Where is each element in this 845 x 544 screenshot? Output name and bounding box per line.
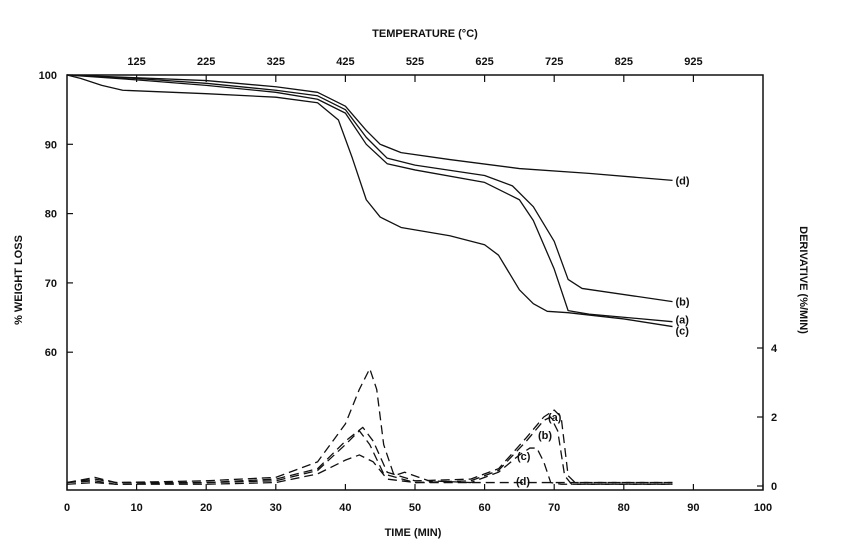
x2-tick-label: 725 <box>545 56 563 68</box>
weight-series-label: (a) <box>676 315 690 327</box>
x2-tick-label: 625 <box>475 56 493 68</box>
weight-line-c <box>66 74 673 328</box>
x2-tick-label: 825 <box>615 56 633 68</box>
y-tick-label: 80 <box>45 209 57 221</box>
y2-tick-label: 4 <box>771 343 778 355</box>
weight-line-b <box>66 74 673 303</box>
weight-series-label: (c) <box>676 326 690 338</box>
x2-tick-label: 125 <box>127 56 145 68</box>
x-tick-label: 100 <box>754 502 772 514</box>
derivative-series-label: (b) <box>538 430 552 442</box>
derivative-line-b <box>66 416 673 485</box>
x2-tick-label: 225 <box>197 56 215 68</box>
x-tick-label: 90 <box>687 502 699 514</box>
x2-tick-label: 525 <box>406 56 424 68</box>
y2-axis-title: DERIVATIVE (%/MIN) <box>797 226 809 334</box>
derivative-line-a <box>66 409 673 484</box>
x-tick-label: 0 <box>64 502 70 514</box>
x-tick-label: 70 <box>548 502 560 514</box>
x2-tick-label: 925 <box>684 56 702 68</box>
x-tick-label: 50 <box>409 502 421 514</box>
weight-series-label: (b) <box>676 297 690 309</box>
x-tick-label: 40 <box>339 502 351 514</box>
x2-tick-label: 425 <box>336 56 354 68</box>
y-tick-label: 100 <box>39 70 57 82</box>
y-axis-title: % WEIGHT LOSS <box>13 235 25 325</box>
x-axis-title: TIME (MIN) <box>385 527 442 539</box>
derivative-series-label: (a) <box>548 412 562 424</box>
plot-frame <box>66 74 764 491</box>
weight-line-d <box>66 74 673 181</box>
derivative-series-label: (d) <box>516 476 530 488</box>
derivative-series-label: (c) <box>517 451 531 463</box>
weight-line-a <box>66 74 673 323</box>
derivative-line-d <box>66 454 673 485</box>
y-tick-label: 90 <box>45 139 57 151</box>
weight-series-label: (d) <box>676 175 690 187</box>
x-tick-label: 10 <box>130 502 142 514</box>
derivative-line-c <box>66 368 673 485</box>
x2-axis-title: TEMPERATURE (°C) <box>372 28 478 40</box>
x2-tick-label: 325 <box>267 56 285 68</box>
x-tick-label: 20 <box>200 502 212 514</box>
x-tick-label: 30 <box>270 502 282 514</box>
y-tick-label: 70 <box>45 278 57 290</box>
y2-tick-label: 2 <box>771 412 777 424</box>
x-tick-label: 60 <box>478 502 490 514</box>
x-tick-label: 80 <box>618 502 630 514</box>
y-tick-label: 60 <box>45 347 57 359</box>
y2-tick-label: 0 <box>771 481 777 493</box>
